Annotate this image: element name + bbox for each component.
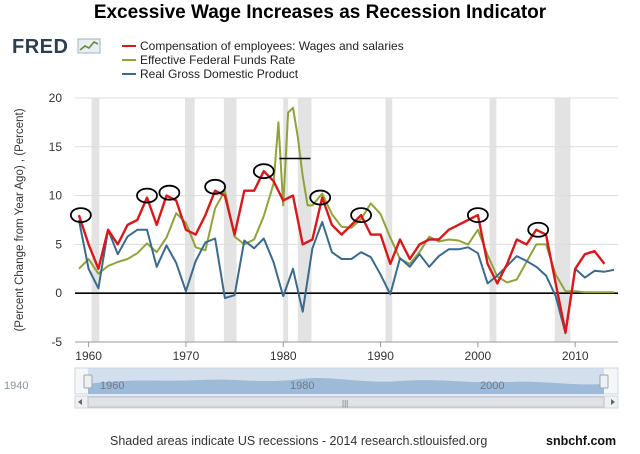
y-tick-label: 5 — [55, 237, 62, 251]
navigator-left-handle[interactable] — [83, 374, 93, 389]
scroll-right-arrow-icon[interactable] — [611, 399, 615, 405]
legend-item-fed-funds[interactable]: Effective Federal Funds Rate — [122, 53, 295, 68]
legend-swatch-wages — [122, 44, 136, 47]
recession-band-7 — [554, 98, 571, 342]
series-line-0 — [77, 169, 606, 334]
scrollbar-thumb[interactable] — [87, 396, 605, 408]
legend-label-gdp: Real Gross Domestic Product — [140, 67, 299, 81]
y-tick-label: 10 — [49, 189, 63, 203]
navigator-right-handle[interactable] — [599, 374, 609, 389]
annotation-circle-1 — [136, 187, 158, 204]
scroll-left-arrow-icon[interactable] — [78, 399, 82, 405]
recession-band-1 — [184, 98, 195, 342]
y-axis-label: (Percent Change from Year Ago) , (Percen… — [14, 108, 26, 331]
y-tick-label: 0 — [55, 286, 62, 300]
footer-note: Shaded areas indicate US recessions - 20… — [110, 434, 488, 448]
navigator-tick-1980: 1980 — [290, 380, 314, 392]
annotation-circle-2 — [158, 184, 181, 201]
legend-label-fed-funds: Effective Federal Funds Rate — [140, 53, 296, 67]
scrollbar-grip-icon: ||| — [342, 399, 348, 408]
series-line-1 — [78, 106, 615, 294]
series-lines — [77, 106, 615, 335]
fred-chart-icon — [77, 38, 101, 54]
legend-swatch-gdp — [122, 72, 136, 75]
x-tick-label: 1980 — [270, 349, 297, 363]
annotation-circle-7 — [466, 207, 489, 224]
x-tick-label: 1990 — [367, 349, 394, 363]
annotation-circle-0 — [69, 207, 92, 224]
recession-band-0 — [91, 98, 100, 342]
x-tick-label: 2000 — [465, 349, 492, 363]
fred-logo: FRED — [12, 36, 101, 59]
annotation-circle-5 — [309, 189, 332, 206]
y-axis: -5 0 5 10 15 20 — [49, 91, 63, 349]
legend-item-wages[interactable]: Compensation of employees: Wages and sal… — [122, 39, 404, 54]
y-tick-label: 15 — [49, 140, 63, 154]
annotation-circle-8 — [527, 221, 550, 238]
annotation-circle-6 — [350, 207, 372, 224]
navigator-tick-1960: 1960 — [100, 380, 124, 392]
fred-logo-text: FRED — [12, 36, 69, 58]
brand-label: snbchf.com — [546, 434, 617, 448]
range-navigator[interactable]: 1940 1960 1980 2000 — [4, 367, 619, 395]
x-axis: 1960 1970 1980 1990 2000 2010 — [75, 341, 618, 363]
navigator-series-shape — [88, 377, 604, 394]
legend-swatch-fed-funds — [122, 58, 136, 61]
x-tick-label: 1960 — [75, 349, 102, 363]
navigator-tick-2000: 2000 — [480, 380, 504, 392]
x-tick-label: 2010 — [562, 349, 589, 363]
y-tick-label: -5 — [51, 335, 62, 349]
recession-band-3 — [283, 98, 289, 342]
recession-band-5 — [385, 98, 393, 342]
legend-label-wages: Compensation of employees: Wages and sal… — [140, 39, 404, 53]
annotation-circle-4 — [252, 163, 275, 180]
series-line-2 — [77, 219, 615, 335]
chart-title: Excessive Wage Increases as Recession In… — [93, 2, 547, 23]
grid-lines — [75, 97, 618, 343]
navigator-start-label: 1940 — [4, 380, 28, 392]
recession-band-6 — [489, 98, 497, 342]
horizontal-scrollbar[interactable]: ||| — [74, 395, 619, 409]
x-tick-label: 1970 — [173, 349, 200, 363]
annotation-circle-3 — [204, 178, 227, 195]
annotations — [69, 157, 550, 238]
y-tick-label: 20 — [49, 91, 63, 105]
legend-item-gdp[interactable]: Real Gross Domestic Product — [122, 67, 298, 82]
